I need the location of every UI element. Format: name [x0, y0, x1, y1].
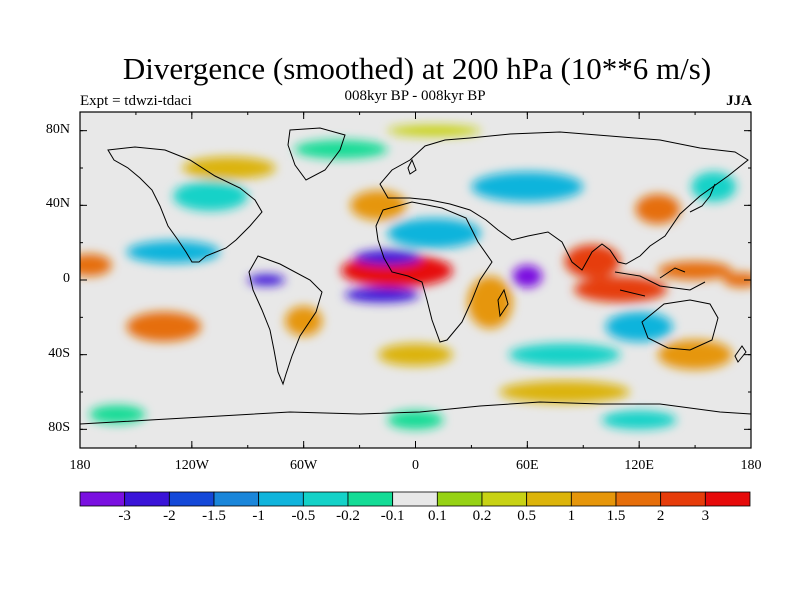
- lon-label: 120W: [174, 458, 209, 473]
- colorbar-tick-label: 0.5: [517, 508, 537, 524]
- lon-label: 60W: [290, 458, 318, 473]
- colorbar-tick-label: 1.5: [606, 508, 626, 524]
- colorbar-swatch: [570, 491, 617, 507]
- colorbar-tick-label: 2: [656, 508, 665, 524]
- coastlines: [80, 127, 751, 425]
- field-blob-greenland-min: [294, 140, 388, 159]
- field-blob-southern-indian-min: [508, 343, 621, 366]
- field-blob-north-atlantic-max: [350, 190, 407, 221]
- field-blob-arctic-max: [387, 125, 481, 137]
- colorbar-swatch: [704, 491, 751, 507]
- lat-label: 0: [63, 271, 70, 286]
- field-blob-indian-ocean-min: [512, 265, 543, 288]
- field-blob-sahara-min: [387, 218, 481, 249]
- lat-label: 40N: [45, 196, 70, 212]
- field-blob-southern-ocean-max: [499, 380, 630, 404]
- lon-label: 120E: [624, 458, 654, 473]
- colorbar-tick-label: 3: [701, 508, 710, 524]
- field-blob-north-pacific-min: [126, 240, 220, 264]
- colorbar-swatch: [526, 491, 572, 507]
- field-blob-east-africa-max: [467, 276, 513, 329]
- colorbar-tick-label: -0.2: [336, 508, 360, 524]
- colorbar-tick-label: -3: [118, 508, 131, 524]
- field-blob-tasman-max: [657, 339, 733, 370]
- lon-label: 180: [740, 458, 762, 473]
- field-blob-canada-max: [182, 156, 276, 180]
- coastline-north-america: [107, 146, 263, 263]
- field-blob-bay-of-bengal-max: [564, 244, 621, 279]
- colorbar-tick-label: -1.5: [202, 508, 226, 524]
- colorbar-tick-label: 1: [567, 508, 576, 524]
- lat-label: 80S: [48, 420, 70, 436]
- field-blob-central-pacific-max: [80, 253, 112, 277]
- coastline-britain: [407, 158, 417, 175]
- colorbar-swatch: [615, 491, 662, 507]
- field-blob-antarctic-min-a: [387, 410, 444, 430]
- colorbar-swatch: [436, 491, 483, 507]
- colorbar-swatch: [213, 491, 260, 507]
- colorbar-swatch: [481, 491, 528, 507]
- coastline-madagascar: [497, 288, 509, 318]
- coastline-africa: [375, 201, 493, 343]
- field-blob-north-america-min: [173, 181, 248, 211]
- coastline-maritime-continent: [614, 267, 706, 297]
- field-blob-antarctic-min-c: [89, 405, 146, 424]
- coastline-south-america: [248, 255, 323, 386]
- colorbar-swatch: [79, 491, 126, 507]
- field-blob-east-pacific-min: [247, 274, 286, 286]
- season-label: JJA: [726, 93, 752, 109]
- colorbar: [79, 491, 751, 507]
- colorbar-swatch: [660, 491, 706, 507]
- field-blob-dateline-max: [723, 272, 751, 288]
- colorbar-tick-label: -0.5: [291, 508, 316, 524]
- field-blob-south-pacific-max: [126, 311, 202, 342]
- field-blob-south-atlantic-max: [378, 343, 453, 366]
- colorbar-swatch: [392, 491, 438, 507]
- colorbar-swatch: [124, 491, 170, 507]
- lat-label: 40S: [48, 345, 70, 361]
- coastline-antarctica: [80, 401, 751, 425]
- field-blob-east-asia-max: [635, 194, 681, 224]
- colorbar-tick-label: 0.1: [427, 508, 447, 524]
- colorbar-swatch: [168, 491, 215, 507]
- colorbar-swatch: [347, 491, 394, 507]
- field-blob-antarctic-min-b: [601, 410, 677, 430]
- lon-label: 0: [412, 458, 419, 473]
- plot-subtitle: 008kyr BP - 008kyr BP: [344, 88, 486, 104]
- coastline-japan: [689, 183, 716, 213]
- coastline-eurasia: [379, 131, 749, 271]
- field-blob-atlantic-min-north: [353, 250, 422, 266]
- lat-label: 80N: [45, 121, 70, 137]
- plot-title: Divergence (smoothed) at 200 hPa (10**6 …: [122, 51, 712, 86]
- coastline-new-zealand: [734, 345, 747, 363]
- colorbar-swatch: [258, 491, 304, 507]
- field-blob-south-america-max: [285, 306, 323, 337]
- experiment-label: Expt = tdwzi-tdaci: [80, 93, 192, 109]
- colorbar-tick-label: -2: [163, 508, 176, 524]
- coastline-australia: [641, 299, 719, 351]
- axis-ticks: [79, 112, 752, 448]
- colorbar-tick-label: 0.2: [472, 508, 492, 524]
- lon-label: 60E: [516, 458, 539, 473]
- field-blob-siberia-min: [471, 171, 584, 202]
- coastline-greenland: [287, 127, 346, 181]
- field-blob-west-pacific-max: [657, 261, 733, 280]
- field-blob-maritime-continent-max: [573, 276, 668, 303]
- colorbar-tick-label: -1: [252, 508, 265, 524]
- colorbar-swatch: [302, 491, 349, 507]
- lon-label: 180: [69, 458, 91, 473]
- colorbar-tick-label: -0.1: [380, 508, 405, 524]
- field-blob-atlantic-min-south: [344, 287, 420, 303]
- field-blob-australia-min: [605, 311, 673, 342]
